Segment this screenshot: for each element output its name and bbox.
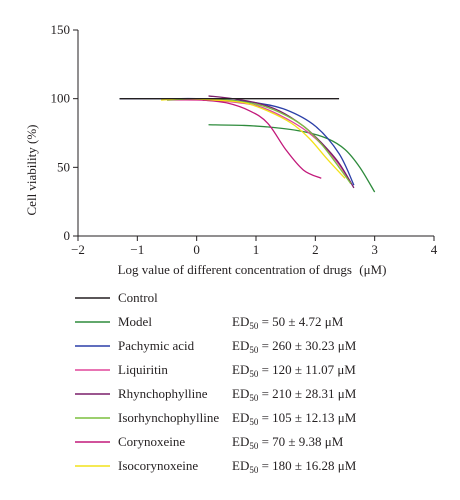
legend-entry-corynoxeine: Corynoxeine ED50 = 70 ± 9.38 μM (75, 434, 344, 451)
legend-entry-pachymic-acid: Pachymic acid ED50 = 260 ± 30.23 μM (75, 338, 357, 355)
ed50-value: = 50 ± 4.72 μM (258, 314, 343, 329)
ed50-subscript: 50 (249, 417, 259, 427)
legend-label: Rhynchophylline (118, 386, 208, 401)
x-tick-label: −1 (130, 242, 144, 257)
legend-entry-rhynchophylline: Rhynchophylline ED50 = 210 ± 28.31 μM (75, 386, 357, 403)
legend-label: Isorhynchophylline (118, 410, 219, 425)
x-tick-label: 2 (312, 242, 319, 257)
legend-label: Model (118, 314, 152, 329)
ed50-prefix: ED (232, 314, 249, 329)
x-tick-label: −2 (71, 242, 85, 257)
legend-label: Isocorynoxeine (118, 458, 198, 473)
ed50-prefix: ED (232, 362, 249, 377)
x-tick-label: 1 (253, 242, 260, 257)
ed50-value: = 210 ± 28.31 μM (258, 386, 356, 401)
ed50-prefix: ED (232, 458, 249, 473)
y-tick-label: 100 (51, 91, 71, 106)
x-axis-title-unit: (μM) (359, 262, 386, 277)
ed50-label: ED50 = 105 ± 12.13 μM (232, 410, 357, 427)
y-tick-label: 0 (64, 228, 71, 243)
ed50-label: ED50 = 120 ± 11.07 μM (232, 362, 356, 379)
x-tick-label: 4 (431, 242, 438, 257)
ed50-prefix: ED (232, 434, 249, 449)
x-tick-label: 0 (193, 242, 200, 257)
ed50-subscript: 50 (249, 465, 259, 475)
x-axis-title-text: Log value of different concentration of … (118, 262, 352, 277)
ed50-value: = 180 ± 16.28 μM (258, 458, 356, 473)
y-axis-title: Cell viability (%) (24, 125, 39, 216)
ed50-prefix: ED (232, 386, 249, 401)
x-axis-title: Log value of different concentration of … (118, 262, 387, 277)
legend-label: Pachymic acid (118, 338, 195, 353)
ed50-value: = 70 ± 9.38 μM (258, 434, 343, 449)
ed50-value: = 120 ± 11.07 μM (258, 362, 356, 377)
ed50-label: ED50 = 70 ± 9.38 μM (232, 434, 344, 451)
legend-entry-model: Model ED50 = 50 ± 4.72 μM (75, 314, 344, 331)
ed50-prefix: ED (232, 338, 249, 353)
ed50-subscript: 50 (249, 345, 259, 355)
series-layer (119, 95, 376, 193)
series-line-corynoxeine (202, 99, 322, 179)
legend-entry-liquiritin: Liquiritin ED50 = 120 ± 11.07 μM (75, 362, 356, 379)
ed50-subscript: 50 (249, 369, 259, 379)
ed50-label: ED50 = 260 ± 30.23 μM (232, 338, 357, 355)
series-line-isorhynchophylline (166, 98, 352, 185)
ed50-value: = 260 ± 30.23 μM (258, 338, 356, 353)
axes: 0 50 100 150 −2 −1 0 1 2 3 4 (51, 22, 438, 257)
y-tick-label: 50 (57, 159, 70, 174)
y-tick-label: 150 (51, 22, 71, 37)
legend-entry-control: Control (75, 290, 158, 305)
ed50-label: ED50 = 50 ± 4.72 μM (232, 314, 344, 331)
legend-entry-isocorynoxeine: Isocorynoxeine ED50 = 180 ± 16.28 μM (75, 458, 357, 475)
ed50-value: = 105 ± 12.13 μM (258, 410, 356, 425)
legend-entry-isorhynchophylline: Isorhynchophylline ED50 = 105 ± 12.13 μM (75, 410, 357, 427)
x-tick-label: 3 (371, 242, 378, 257)
ed50-subscript: 50 (249, 441, 259, 451)
ed50-prefix: ED (232, 410, 249, 425)
legend-label: Corynoxeine (118, 434, 185, 449)
series-line-model (208, 124, 376, 193)
ed50-subscript: 50 (249, 321, 259, 331)
ed50-label: ED50 = 180 ± 16.28 μM (232, 458, 357, 475)
series-line-liquiritin (166, 99, 352, 185)
legend-label: Control (118, 290, 158, 305)
ed50-subscript: 50 (249, 393, 259, 403)
ed50-label: ED50 = 210 ± 28.31 μM (232, 386, 357, 403)
legend-label: Liquiritin (118, 362, 168, 377)
